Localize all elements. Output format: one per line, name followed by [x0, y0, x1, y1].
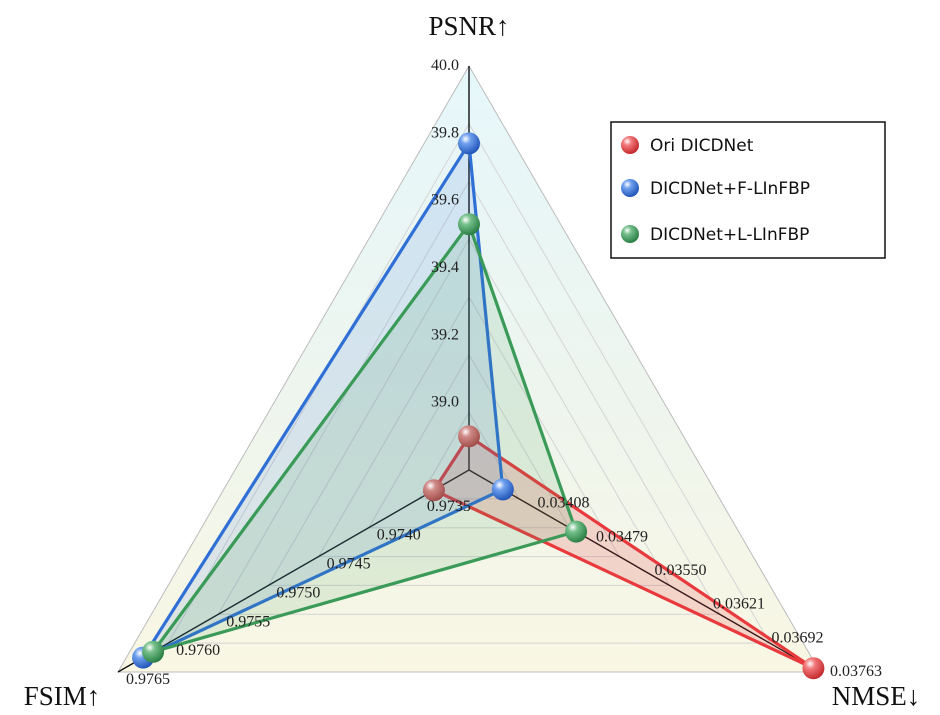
legend-marker-ori	[621, 136, 639, 154]
grid-ring	[317, 295, 621, 558]
series-polygon	[151, 222, 578, 654]
data-point	[565, 520, 588, 543]
data-point	[458, 425, 480, 448]
legend-label-f-linfbp: DICDNet+F-LInFBP	[650, 179, 810, 199]
grid-ring	[217, 180, 721, 615]
tick-label: 0.03550	[655, 562, 707, 579]
radar-series	[132, 132, 825, 680]
grid-ring	[367, 353, 571, 529]
tick-label: 0.9735	[427, 498, 471, 515]
grid-ring	[417, 411, 521, 500]
tick-label: 39.4	[431, 259, 459, 276]
tick-label: 0.9755	[226, 613, 270, 630]
tick-label: 39.2	[431, 326, 459, 343]
axis-line	[468, 469, 821, 673]
data-point	[458, 213, 480, 236]
axis-title-nmse: NMSE↓	[832, 681, 921, 711]
legend-marker-f-linfbp	[621, 179, 639, 197]
tick-label: 39.6	[431, 192, 459, 209]
grid-ring	[267, 238, 671, 586]
tick-label: 0.03408	[538, 495, 590, 512]
tick-label: 0.9745	[327, 556, 371, 573]
legend-label-ori: Ori DICDNet	[650, 136, 754, 156]
axis-line	[117, 469, 470, 673]
tick-label: 0.9740	[377, 527, 421, 544]
data-point	[802, 657, 825, 680]
data-point	[458, 132, 480, 155]
legend: Ori DICDNet DICDNet+F-LInFBP DICDNet+L-L…	[610, 121, 886, 259]
radar-grid	[117, 65, 821, 673]
tick-labels: 39.0 39.2 39.4 39.6 39.8 40.0 0.03408 0.03479 0.…	[126, 57, 882, 688]
tick-label: 0.9765	[126, 671, 170, 688]
tick-label: 0.03621	[713, 596, 765, 613]
tick-label: 39.8	[431, 124, 459, 141]
tick-label: 0.03692	[772, 629, 824, 646]
legend-box	[610, 121, 886, 259]
legend-marker-l-linfbp	[621, 225, 639, 243]
tick-label: 0.9750	[276, 584, 320, 601]
axis-title-fsim: FSIM↑	[24, 681, 101, 711]
data-point	[422, 479, 445, 502]
tick-label: 0.9760	[176, 642, 220, 659]
data-point	[142, 640, 165, 663]
grid-ring	[117, 65, 821, 673]
axis-title-psnr: PSNR↑	[428, 11, 509, 41]
tick-label: 0.03763	[830, 663, 882, 680]
legend-label-l-linfbp: DICDNet+L-LInFBP	[650, 225, 809, 245]
data-point	[491, 478, 514, 501]
series-polygon	[432, 434, 816, 670]
series-polygon	[141, 141, 505, 660]
tick-label: 40.0	[431, 57, 459, 74]
tick-label: 39.0	[431, 394, 459, 411]
tick-label: 0.03479	[596, 528, 648, 545]
